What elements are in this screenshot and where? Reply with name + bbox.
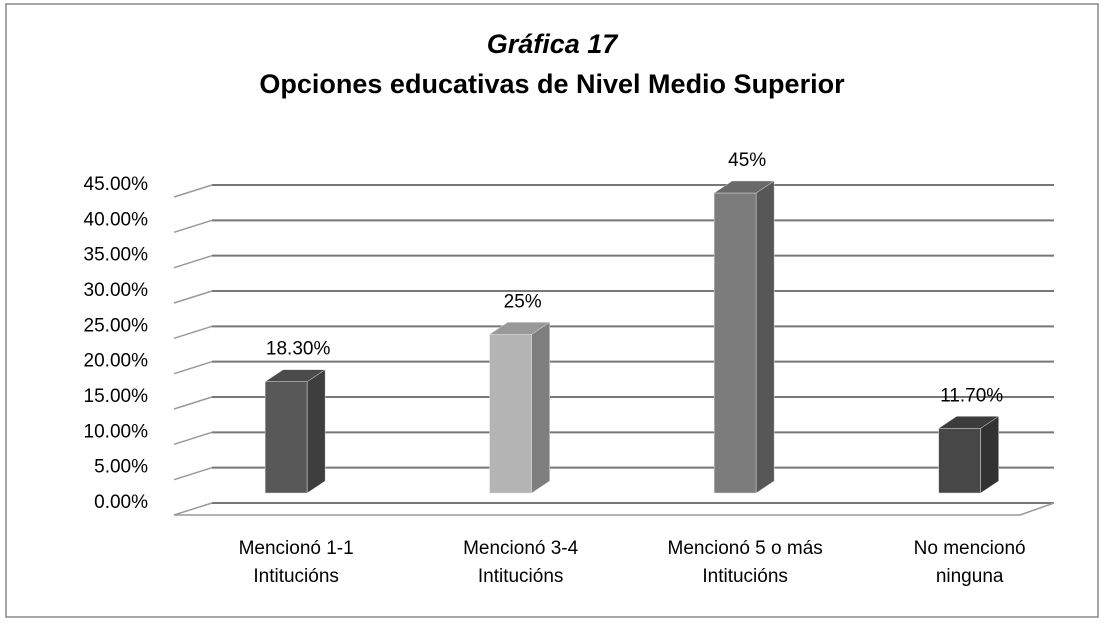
bar bbox=[938, 428, 981, 494]
x-tick-label: Mencionó 3-4 Intitucións bbox=[463, 538, 579, 587]
value-label: 11.70% bbox=[940, 385, 1003, 406]
bar bbox=[489, 334, 532, 494]
y-tick-label: 30.00% bbox=[84, 280, 149, 301]
grid-line-side bbox=[173, 466, 213, 481]
grid-line-side bbox=[173, 431, 213, 446]
grid-line-side bbox=[173, 396, 213, 410]
bar-top bbox=[264, 369, 326, 382]
bar-top bbox=[937, 416, 1000, 429]
chart-subtitle: Opciones educativas de Nivel Medio Super… bbox=[259, 69, 845, 99]
bar-top bbox=[713, 180, 775, 194]
grid-line-side bbox=[173, 360, 213, 375]
grid-line-side bbox=[173, 502, 213, 516]
y-tick-label: 20.00% bbox=[84, 351, 149, 372]
bar bbox=[713, 192, 757, 494]
y-tick-label: 5.00% bbox=[94, 457, 148, 478]
y-tick-label: 40.00% bbox=[84, 209, 149, 230]
x-tick-label: Mencionó 1-1 Intitucións bbox=[238, 538, 354, 587]
grid-line-side bbox=[173, 184, 213, 198]
floor-side bbox=[1019, 502, 1055, 516]
chart-title: Gráfica 17 bbox=[487, 29, 620, 59]
bar-side bbox=[306, 369, 326, 494]
bar-side bbox=[980, 415, 999, 494]
value-label: 45% bbox=[728, 150, 766, 171]
bar bbox=[264, 381, 308, 494]
bar-side bbox=[755, 180, 775, 494]
x-tick-label: Mencionó 5 o más Intitucións bbox=[667, 538, 823, 587]
y-tick-label: 35.00% bbox=[84, 245, 149, 266]
grid-line-side bbox=[173, 290, 213, 304]
bar-top bbox=[488, 322, 551, 335]
value-label: 18.30% bbox=[266, 339, 331, 360]
x-tick-label: No mencionó ninguna bbox=[913, 538, 1026, 587]
y-tick-label: 25.00% bbox=[84, 315, 149, 336]
grid-line-side bbox=[173, 254, 213, 269]
y-tick-label: 15.00% bbox=[84, 386, 149, 407]
grid-line-side bbox=[173, 325, 213, 340]
value-label: 25% bbox=[504, 291, 542, 312]
y-tick-label: 45.00% bbox=[84, 174, 149, 195]
y-tick-label: 0.00% bbox=[94, 492, 148, 513]
grid-line-side bbox=[173, 219, 213, 234]
bar-side bbox=[531, 321, 550, 494]
y-tick-label: 10.00% bbox=[84, 421, 149, 442]
